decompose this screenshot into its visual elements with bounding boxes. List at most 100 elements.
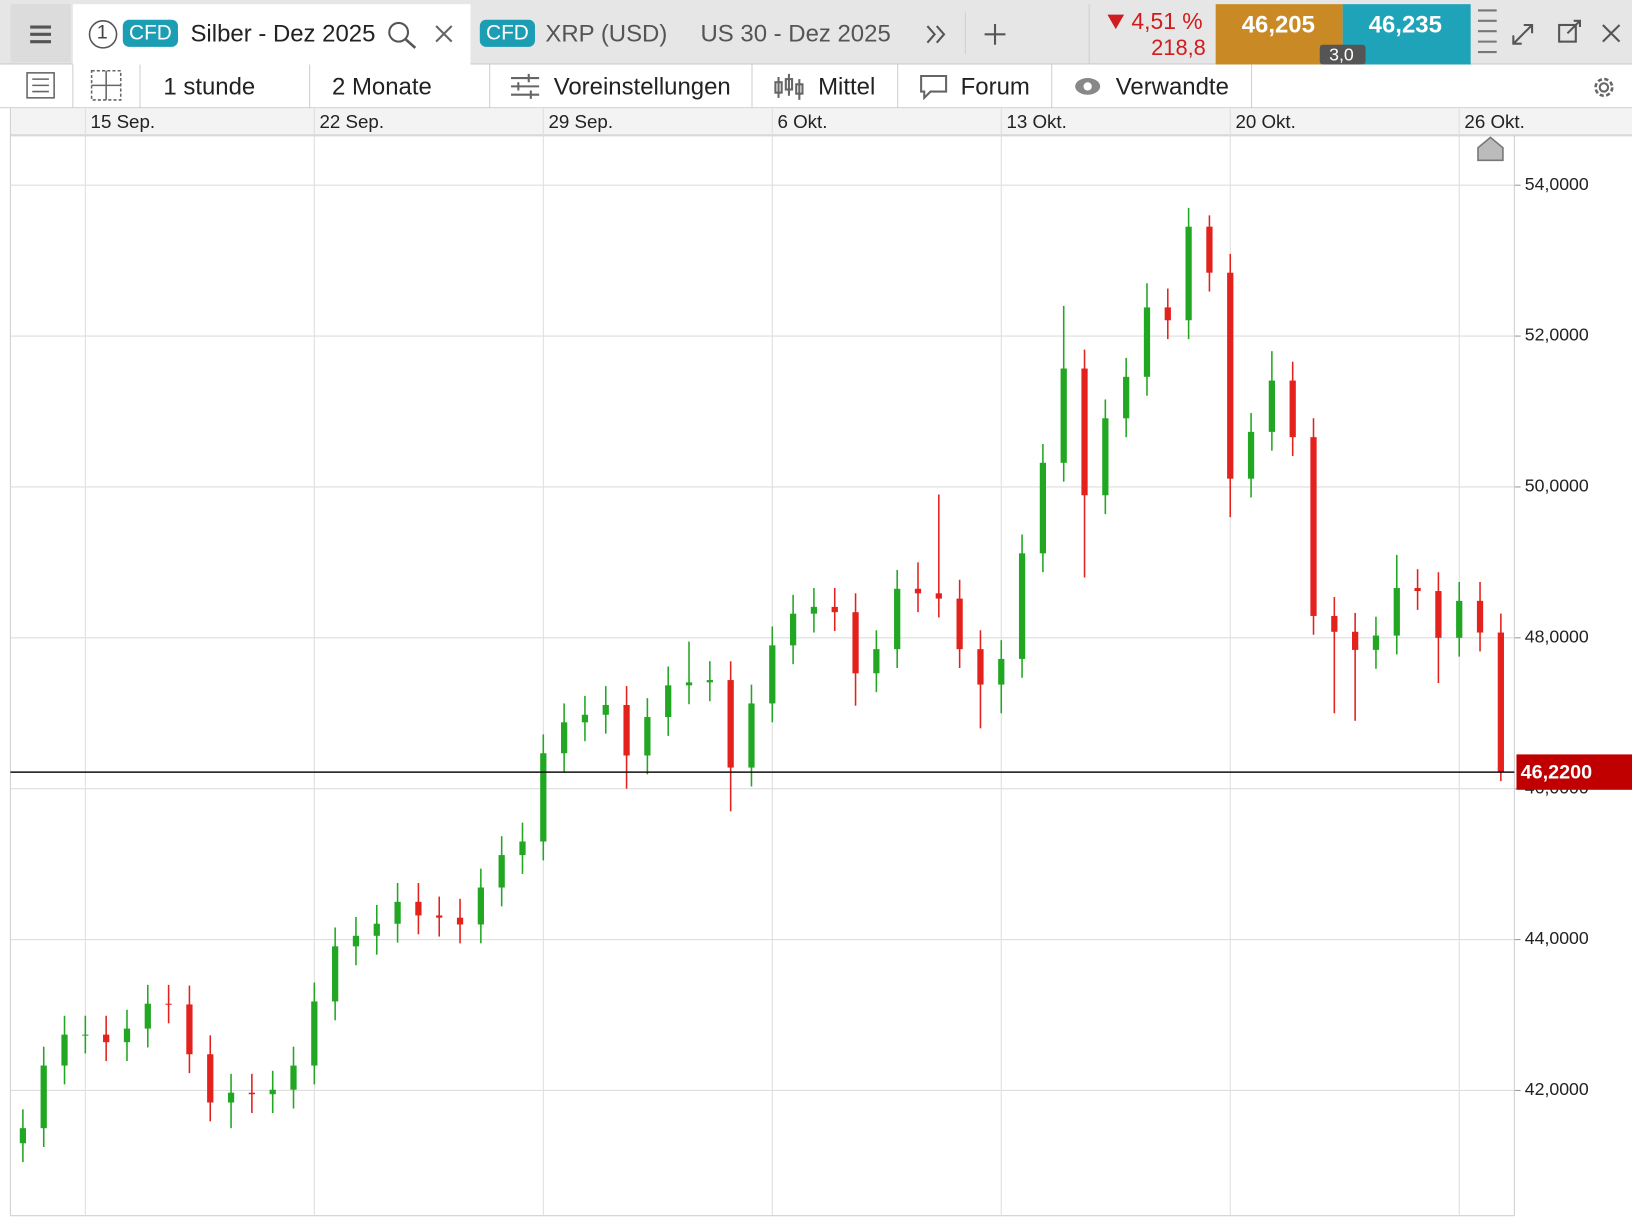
tab-index: 1 <box>96 21 108 44</box>
separator <box>897 64 899 109</box>
forum-icon <box>920 74 948 100</box>
candle-body <box>477 887 484 925</box>
candle-body <box>269 1089 276 1095</box>
related-button[interactable]: Verwandte <box>1115 72 1229 100</box>
candle-body <box>1247 431 1255 479</box>
candle-body <box>644 717 651 756</box>
bid-price[interactable]: 46,205 <box>1241 10 1315 38</box>
y-tick-label: 44,0000 <box>1525 928 1589 948</box>
down-arrow-icon <box>1107 14 1125 30</box>
candle-body <box>1143 307 1151 377</box>
candle-body <box>1164 307 1171 321</box>
y-tick-label: 54,0000 <box>1525 174 1589 194</box>
range-button[interactable]: 2 Monate <box>332 72 432 100</box>
candle-body <box>248 1092 255 1095</box>
presets-button[interactable]: Voreinstellungen <box>553 72 731 100</box>
candle-body <box>873 649 880 674</box>
x-tick-label: 15 Sep. <box>91 111 156 132</box>
tab-title: Silber - Dez 2025 <box>190 19 376 47</box>
separator <box>964 12 966 55</box>
candle-body <box>1414 588 1421 592</box>
candle-body <box>186 1004 193 1055</box>
candle-body <box>1435 591 1442 638</box>
candle-body <box>727 680 734 768</box>
toolbar: 1 stunde 2 Monate Voreinstellungen Mitte… <box>0 64 1632 109</box>
add-tab-icon[interactable] <box>981 21 1008 48</box>
toolbar-icons[interactable] <box>10 64 135 109</box>
candle-body <box>706 680 713 683</box>
candle-body <box>810 606 818 614</box>
candle-body <box>165 1003 172 1005</box>
last-price-label: 46,2200 <box>1521 761 1592 783</box>
candle-body <box>352 935 360 947</box>
candle-body <box>935 593 942 599</box>
tab-bar: 1 CFD Silber - Dez 2025 CFD XRP (USD) US… <box>0 0 1632 65</box>
candle-body <box>831 606 838 613</box>
y-tick-label: 48,0000 <box>1525 626 1589 646</box>
separator <box>751 64 753 109</box>
candle-body <box>61 1034 68 1066</box>
candle-body <box>1310 437 1317 616</box>
tab-title[interactable]: US 30 - Dez 2025 <box>700 19 891 47</box>
spread-box <box>1319 44 1366 65</box>
candle-body <box>1060 368 1067 463</box>
candle-body <box>1289 380 1296 438</box>
candle-body <box>519 841 526 856</box>
separator <box>1251 64 1253 109</box>
candle-body <box>394 901 401 924</box>
separator <box>309 64 311 109</box>
candle-body <box>1352 631 1359 650</box>
candle-body <box>1393 588 1400 636</box>
settings-sliders-icon <box>511 73 540 99</box>
candle-body <box>1081 368 1088 496</box>
close-tab-icon[interactable] <box>433 23 456 46</box>
window-controls[interactable] <box>1472 4 1632 64</box>
candle-body <box>19 1128 27 1144</box>
candle-body <box>1102 418 1109 496</box>
candle-body <box>144 1003 151 1029</box>
candle-body <box>998 658 1005 685</box>
menu-icon <box>30 25 51 44</box>
candle-body <box>560 722 568 754</box>
spread: 3,0 <box>1329 44 1354 65</box>
candle-body <box>1185 226 1192 321</box>
tab-badge: CFD <box>122 19 179 47</box>
menu-button[interactable] <box>10 4 71 63</box>
candle-body <box>1372 635 1380 650</box>
indicator-button[interactable]: Mittel <box>818 72 876 100</box>
x-tick-label: 22 Sep. <box>320 111 385 132</box>
candle-body <box>82 1034 89 1036</box>
candle-body <box>665 685 672 718</box>
candle-body <box>311 1001 318 1066</box>
date-header <box>10 108 1632 136</box>
more-tabs-icon[interactable] <box>922 21 951 48</box>
candle-body <box>956 598 963 650</box>
tab-badge[interactable]: CFD <box>479 19 536 47</box>
candle-body <box>1206 226 1213 273</box>
candle-body <box>1227 272 1234 479</box>
candle-body <box>914 588 922 594</box>
gear-icon[interactable] <box>1588 72 1619 103</box>
forum-button[interactable]: Forum <box>960 72 1030 100</box>
candle-body <box>602 704 609 715</box>
candle-body <box>456 917 464 925</box>
interval-button[interactable]: 1 stunde <box>163 72 256 100</box>
scroll-home-icon <box>1477 136 1504 162</box>
candle-body <box>789 613 797 646</box>
y-tick-label: 52,0000 <box>1525 325 1589 345</box>
x-tick-label: 26 Okt. <box>1464 111 1524 132</box>
candle-body <box>623 704 630 756</box>
search-icon[interactable] <box>385 19 420 50</box>
candle-body <box>852 612 859 674</box>
separator <box>139 64 141 109</box>
ask-price[interactable]: 46,235 <box>1368 10 1442 38</box>
y-tick-label: 50,0000 <box>1525 476 1589 496</box>
x-tick-label: 29 Sep. <box>549 111 614 132</box>
candle-body <box>540 753 547 842</box>
candle-body <box>748 703 755 768</box>
candle-body <box>373 923 380 936</box>
tab-title[interactable]: XRP (USD) <box>545 19 668 47</box>
candle-body <box>769 645 776 704</box>
candle-body <box>436 915 443 918</box>
